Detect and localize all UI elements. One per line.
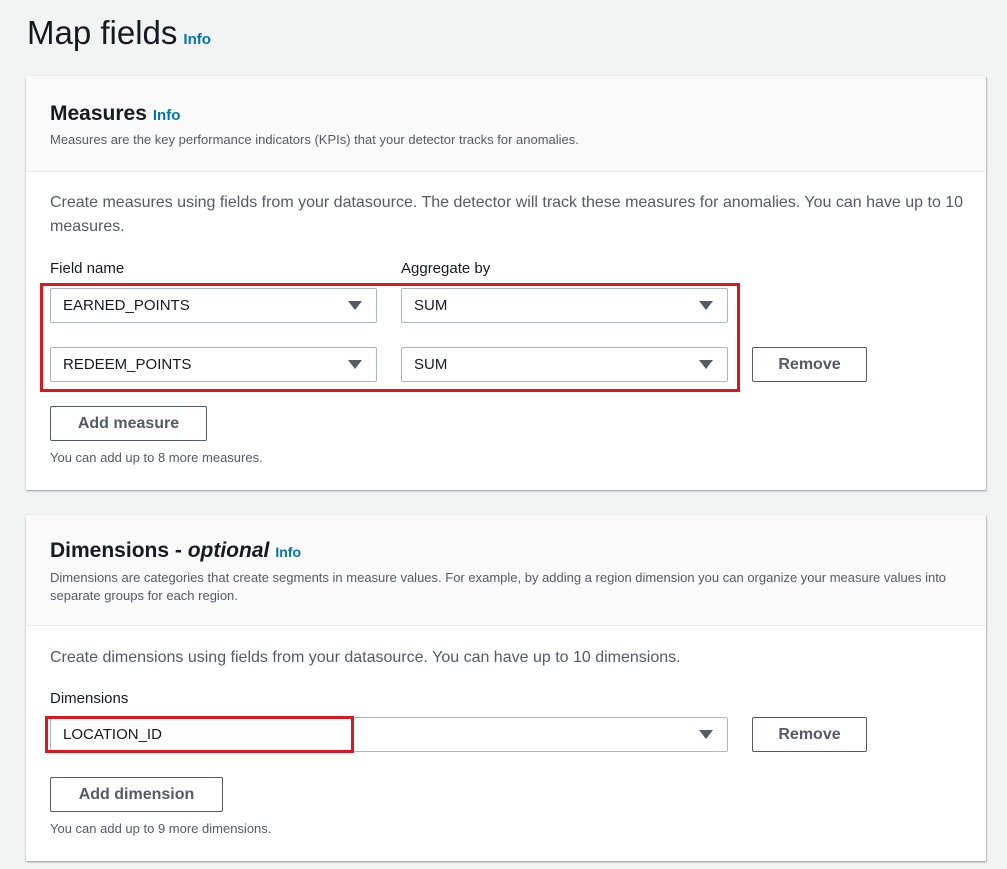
remove-dimension-button[interactable]: Remove — [752, 717, 867, 752]
measures-header: Measures Info Measures are the key perfor… — [26, 76, 986, 172]
caret-down-icon — [699, 730, 713, 739]
dimensions-description: Dimensions are categories that create se… — [50, 570, 947, 603]
measures-description: Measures are the key performance indicat… — [50, 132, 579, 147]
dimensions-body-text: Create dimensions using fields from your… — [50, 649, 681, 666]
measures-panel: Measures Info Measures are the key perfor… — [26, 76, 986, 490]
dimensions-hint: You can add up to 9 more dimensions. — [50, 821, 272, 836]
aggregate-select-1[interactable]: SUM — [401, 288, 728, 323]
measures-body-text: Create measures using fields from your d… — [50, 194, 964, 235]
page-title: Map fields Info — [27, 14, 211, 51]
dimensions-info-link[interactable]: Info — [275, 544, 302, 560]
caret-down-icon — [699, 301, 713, 310]
add-measure-button[interactable]: Add measure — [50, 406, 207, 441]
dimensions-title: Dimensions - optional Info — [50, 539, 302, 562]
aggregate-select-2[interactable]: SUM — [401, 347, 728, 382]
field-name-label: Field name — [50, 260, 125, 277]
info-link[interactable]: Info — [183, 31, 211, 48]
dimensions-panel: Dimensions - optional Info Dimensions are… — [26, 515, 986, 861]
field-name-select-1[interactable]: EARNED_POINTS — [50, 288, 377, 323]
highlight-box-dimension — [45, 716, 354, 753]
field-name-select-2[interactable]: REDEEM_POINTS — [50, 347, 377, 382]
measures-info-link[interactable]: Info — [152, 107, 181, 124]
add-dimension-button[interactable]: Add dimension — [50, 777, 223, 812]
caret-down-icon — [348, 360, 362, 369]
dimensions-label: Dimensions — [50, 690, 129, 707]
remove-measure-button[interactable]: Remove — [752, 347, 867, 382]
measures-title: Measures Info — [50, 102, 181, 125]
highlight-box-measures — [40, 283, 740, 392]
dimensions-header: Dimensions - optional Info Dimensions are… — [26, 515, 986, 626]
measures-hint: You can add up to 8 more measures. — [50, 450, 263, 465]
caret-down-icon — [348, 301, 362, 310]
aggregate-by-label: Aggregate by — [401, 260, 491, 277]
dimension-select[interactable]: LOCATION_ID — [50, 717, 728, 752]
caret-down-icon — [699, 360, 713, 369]
